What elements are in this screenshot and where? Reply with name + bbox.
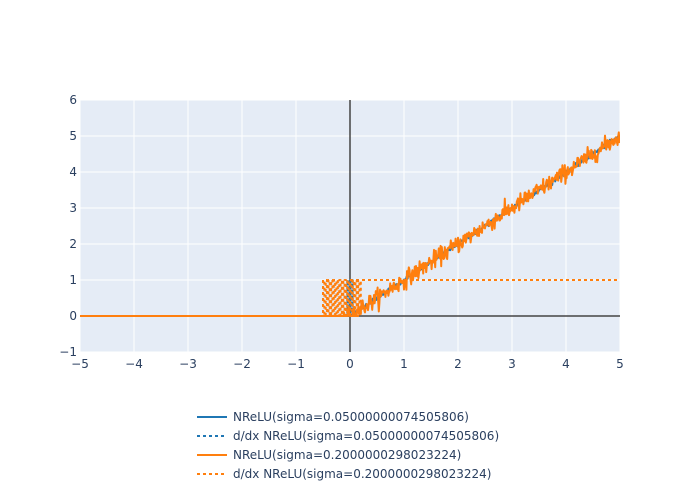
x-tick-label: 4 bbox=[562, 357, 570, 371]
x-tick-label: −5 bbox=[71, 357, 89, 371]
x-tick-label: −3 bbox=[179, 357, 197, 371]
x-tick-label: 3 bbox=[508, 357, 516, 371]
x-tick-label: 0 bbox=[346, 357, 354, 371]
y-tick-label: −1 bbox=[59, 345, 77, 359]
y-tick-label: 0 bbox=[69, 309, 77, 323]
y-tick-label: 4 bbox=[69, 165, 77, 179]
legend-label: d/dx NReLU(sigma=0.2000000298023224) bbox=[233, 467, 492, 481]
x-axis-ticks: −5 −4 −3 −2 −1 0 1 2 3 4 5 bbox=[71, 357, 624, 371]
legend-item-3[interactable]: NReLU(sigma=0.2000000298023224) bbox=[197, 448, 461, 462]
legend-item-1[interactable]: NReLU(sigma=0.05000000074505806) bbox=[197, 410, 469, 424]
y-axis-ticks: −1 0 1 2 3 4 5 6 bbox=[59, 93, 77, 359]
legend-item-2[interactable]: d/dx NReLU(sigma=0.05000000074505806) bbox=[197, 429, 499, 443]
series-layer bbox=[80, 131, 620, 317]
legend-label: NReLU(sigma=0.2000000298023224) bbox=[233, 448, 461, 462]
x-tick-label: 5 bbox=[616, 357, 624, 371]
series-line-3 bbox=[80, 131, 620, 317]
legend-label: NReLU(sigma=0.05000000074505806) bbox=[233, 410, 469, 424]
y-tick-label: 5 bbox=[69, 129, 77, 143]
x-tick-label: −4 bbox=[125, 357, 143, 371]
x-tick-label: −2 bbox=[233, 357, 251, 371]
legend-item-4[interactable]: d/dx NReLU(sigma=0.2000000298023224) bbox=[197, 467, 492, 481]
x-tick-label: −1 bbox=[287, 357, 305, 371]
y-tick-label: 6 bbox=[69, 93, 77, 107]
y-tick-label: 1 bbox=[69, 273, 77, 287]
legend[interactable]: NReLU(sigma=0.05000000074505806) d/dx NRe… bbox=[197, 410, 499, 481]
series-line-4 bbox=[80, 279, 620, 317]
x-tick-label: 1 bbox=[400, 357, 408, 371]
y-tick-label: 2 bbox=[69, 237, 77, 251]
x-tick-label: 2 bbox=[454, 357, 462, 371]
legend-label: d/dx NReLU(sigma=0.05000000074505806) bbox=[233, 429, 499, 443]
y-tick-label: 3 bbox=[69, 201, 77, 215]
